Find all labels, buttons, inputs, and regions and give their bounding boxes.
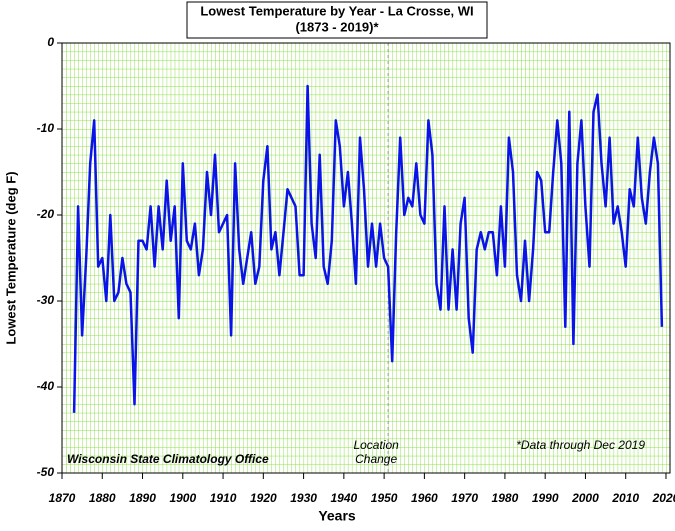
x-tick-label: 1920: [250, 491, 277, 505]
title-box: [186, 1, 488, 39]
y-axis-label: Lowest Temperature (deg F): [3, 171, 18, 344]
x-tick-label: 1910: [210, 491, 237, 505]
y-tick-label: 0: [47, 35, 54, 49]
location-change-label: Change: [355, 452, 397, 466]
chart-title: Lowest Temperature by Year - La Crosse, …: [200, 3, 473, 18]
y-tick-label: -20: [37, 207, 55, 221]
x-tick-label: 1940: [331, 491, 358, 505]
x-tick-label: 1870: [49, 491, 76, 505]
x-tick-label: 1880: [89, 491, 116, 505]
y-tick-label: -10: [37, 121, 55, 135]
data-note: *Data through Dec 2019: [516, 438, 645, 452]
chart-subtitle: (1873 - 2019)*: [295, 19, 379, 34]
location-change-label: Location: [353, 438, 399, 452]
plot-frame: [61, 42, 671, 474]
y-tick-label: -30: [37, 293, 55, 307]
y-tick-label: -40: [37, 379, 55, 393]
source-note: Wisconsin State Climatology Office: [67, 452, 269, 466]
x-tick-label: 1960: [411, 491, 438, 505]
x-tick-label: 2000: [571, 491, 599, 505]
x-tick-label: 1900: [169, 491, 196, 505]
x-tick-label: 1950: [371, 491, 398, 505]
x-tick-label: 1930: [290, 491, 317, 505]
x-tick-label: 1970: [451, 491, 478, 505]
x-axis-label: Years: [318, 508, 356, 524]
x-tick-label: 1990: [532, 491, 559, 505]
x-tick-label: 1890: [129, 491, 156, 505]
y-tick-label: -50: [37, 465, 55, 479]
x-tick-label: 2010: [611, 491, 639, 505]
data-line: [72, 84, 664, 413]
x-tick-label: 1980: [492, 491, 519, 505]
x-tick-label: 2020: [652, 491, 675, 505]
